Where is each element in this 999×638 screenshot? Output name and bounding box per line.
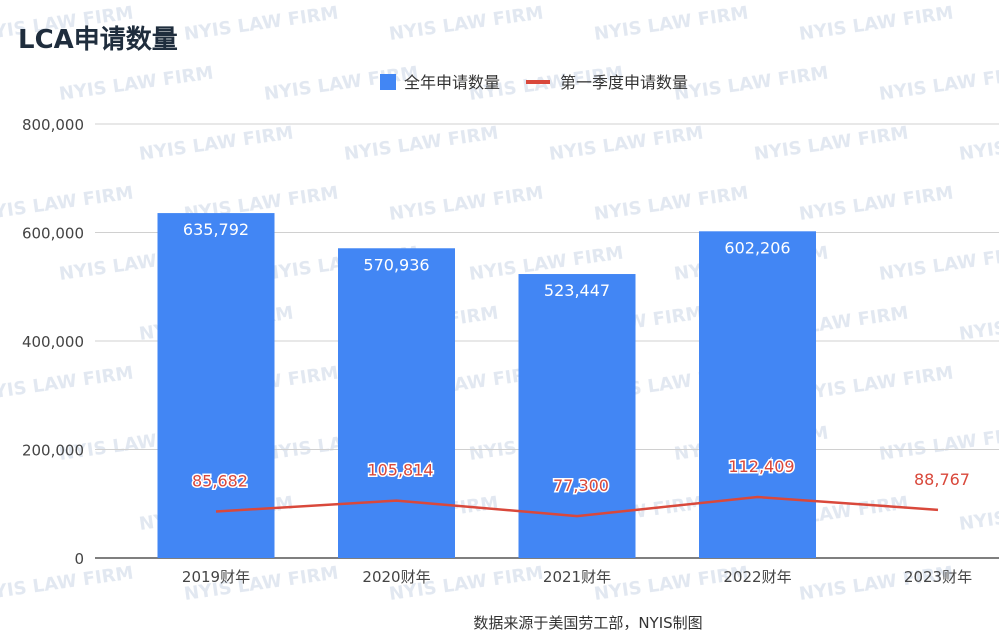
watermark-text: NYIS LAW FIRM	[263, 63, 420, 105]
watermark-text: NYIS LAW FIRM	[798, 363, 955, 405]
watermark-text: NYIS LAW FIRM	[388, 3, 545, 45]
watermark-text: NYIS LAW FIRM	[958, 493, 999, 535]
watermark-text: NYIS LAW FIRM	[798, 3, 955, 45]
watermark-text: NYIS LAW FIRM	[548, 123, 705, 165]
bar	[338, 248, 455, 559]
y-tick-label: 800,000	[22, 116, 84, 134]
line-value-label: 77,300	[553, 476, 609, 495]
watermark-text: NYIS LAW FIRM	[58, 63, 215, 105]
legend-label-bar: 全年申请数量	[404, 73, 500, 92]
line-series: 85,682 105,814 77,300 112,409 88,767	[191, 456, 971, 518]
bar-value-label: 635,792	[183, 220, 249, 239]
watermark-text: NYIS LAW FIRM	[138, 123, 295, 165]
watermark-text: NYIS LAW FIRM	[958, 303, 999, 345]
watermark-text: NYIS LAW FIRM	[958, 123, 999, 165]
y-tick-label: 400,000	[22, 333, 84, 351]
watermark-text: NYIS LAW FIRM	[798, 183, 955, 225]
x-tick-label: 2022财年	[723, 568, 791, 586]
watermark-text: NYIS LAW FIRM	[878, 423, 999, 465]
x-axis: 2019财年 2020财年 2021财年 2022财年 2023财年	[182, 568, 972, 586]
watermark-text: NYIS LAW FIRM	[0, 183, 135, 225]
watermark-layer: NYIS LAW FIRM NYIS LAW FIRM NYIS LAW FIRM N…	[0, 3, 999, 605]
bar	[699, 231, 816, 559]
bar-value-label: 570,936	[363, 255, 429, 274]
legend-label-line: 第一季度申请数量	[560, 73, 688, 92]
x-tick-label: 2019财年	[182, 568, 250, 586]
bar-value-label: 602,206	[724, 238, 790, 257]
line-value-label: 88,767	[914, 470, 970, 489]
legend: 全年申请数量 第一季度申请数量	[380, 73, 688, 92]
watermark-text: NYIS LAW FIRM	[878, 243, 999, 285]
y-axis: 0 200,000 400,000 600,000 800,000	[22, 116, 84, 568]
line-path	[215, 495, 939, 518]
watermark-text: NYIS LAW FIRM	[593, 183, 750, 225]
watermark-text: NYIS LAW FIRM	[0, 363, 135, 405]
x-tick-label: 2023财年	[904, 568, 972, 586]
legend-swatch-bar	[380, 74, 396, 90]
x-tick-label: 2020财年	[362, 568, 430, 586]
bar	[157, 213, 275, 559]
line-value-label: 85,682	[192, 472, 248, 491]
chart-title: LCA申请数量	[18, 25, 178, 55]
x-tick-label: 2021财年	[543, 568, 611, 586]
bar	[518, 274, 636, 558]
y-tick-label: 0	[74, 550, 84, 568]
y-tick-label: 600,000	[22, 225, 84, 243]
watermark-text: NYIS LAW FIRM	[593, 3, 750, 45]
watermark-text: NYIS LAW FIRM	[343, 123, 500, 165]
bar-value-label: 523,447	[544, 281, 610, 300]
y-tick-label: 200,000	[22, 442, 84, 460]
source-note: 数据来源于美国劳工部，NYIS制图	[473, 614, 702, 632]
bar-series: 635,792 570,936 523,447 602,206	[157, 213, 816, 559]
line-value-label: 112,409	[728, 457, 794, 476]
watermark-text: NYIS LAW FIRM	[753, 123, 910, 165]
watermark-text: NYIS LAW FIRM	[673, 63, 830, 105]
line-value-label: 105,814	[367, 461, 433, 480]
watermark-text: NYIS LAW FIRM	[388, 183, 545, 225]
watermark-text: NYIS LAW FIRM	[183, 3, 340, 45]
watermark-text: NYIS LAW FIRM	[878, 63, 999, 105]
watermark-text: NYIS LAW FIRM	[0, 563, 135, 605]
